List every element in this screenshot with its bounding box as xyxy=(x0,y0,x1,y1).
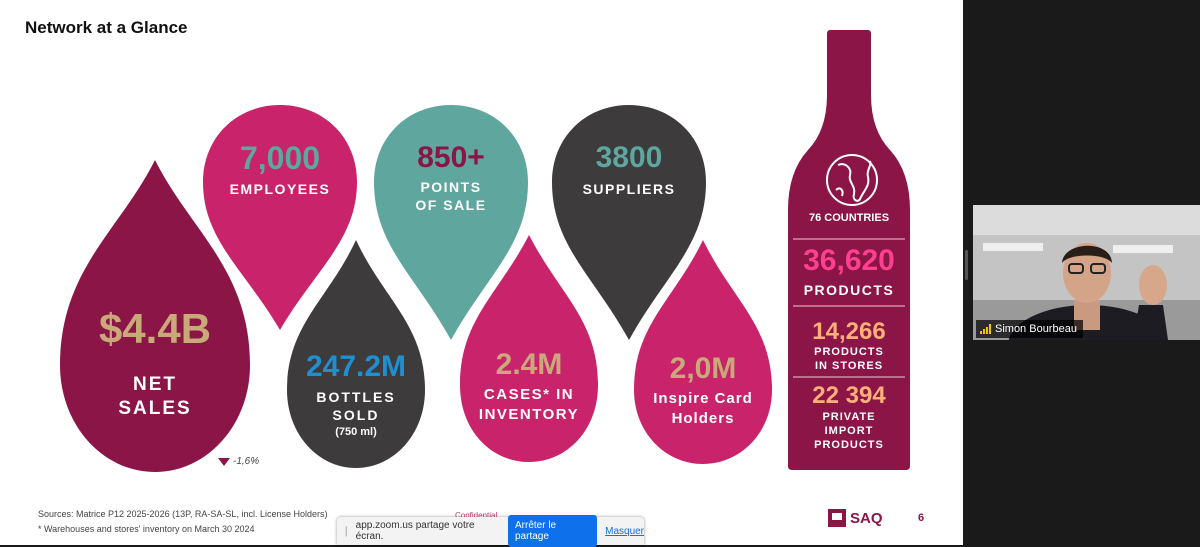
employees-value: 7,000 xyxy=(239,140,321,176)
inspire-drop xyxy=(634,240,772,464)
bottles-label-2: SOLD xyxy=(332,407,380,423)
points-of-sale-drop xyxy=(374,105,528,340)
slide-graphics xyxy=(60,30,910,472)
cases-label-2: INVENTORY xyxy=(478,406,580,423)
hide-link[interactable]: Masquer xyxy=(605,525,645,537)
screen-share-bar: ❘ app.zoom.us partage votre écran. Arrêt… xyxy=(337,515,645,547)
net-sales-label-1: NET xyxy=(133,374,177,395)
countries-label: 76 COUNTRIES xyxy=(808,212,890,224)
cases-value: 2.4M xyxy=(495,348,563,381)
inspire-value: 2,0M xyxy=(669,352,737,385)
bottles-label-3: (750 ml) xyxy=(335,426,377,438)
participant-name-bar: Simon Bourbeau xyxy=(976,320,1083,338)
suppliers-drop xyxy=(552,105,706,340)
sources-line-1: Sources: Matrice P12 2025-2026 (13P, RA-… xyxy=(38,509,328,519)
net-sales-change: -1,6% xyxy=(233,456,260,467)
stop-sharing-button[interactable]: Arrêter le partage xyxy=(507,515,598,547)
signal-strength-icon xyxy=(980,324,991,334)
inspire-label-2: Holders xyxy=(671,410,735,427)
suppliers-label: SUPPLIERS xyxy=(582,181,676,197)
share-message: app.zoom.us partage votre écran. xyxy=(355,520,475,542)
points-of-sale-value: 850+ xyxy=(417,141,485,174)
products-value: 36,620 xyxy=(803,244,895,277)
private-label-1: PRIVATE xyxy=(822,411,876,423)
inspire-label-1: Inspire Card xyxy=(653,390,753,407)
private-value: 22 394 xyxy=(812,382,886,409)
participant-name: Simon Bourbeau xyxy=(995,323,1077,335)
panel-resize-handle[interactable] xyxy=(965,250,968,280)
net-sales-value: $4.4B xyxy=(98,305,212,352)
sources-line-2: * Warehouses and stores' inventory on Ma… xyxy=(38,524,255,534)
employees-drop xyxy=(203,105,357,330)
suppliers-value: 3800 xyxy=(595,141,663,174)
saq-logo-text: SAQ xyxy=(850,509,883,527)
bottles-drop xyxy=(287,240,425,468)
bottles-label-1: BOTTLES xyxy=(316,389,396,405)
wine-bottle-shape xyxy=(788,30,910,470)
cases-drop xyxy=(460,235,598,462)
globe-icon xyxy=(826,154,878,206)
private-label-2: IMPORT xyxy=(824,425,874,437)
points-of-sale-label-1: POINTS xyxy=(420,179,482,195)
net-sales-label-2: SALES xyxy=(118,398,192,419)
bottles-value: 247.2M xyxy=(305,350,407,383)
stores-label-2: IN STORES xyxy=(814,360,884,372)
products-label: PRODUCTS xyxy=(803,282,895,298)
private-label-3: PRODUCTS xyxy=(814,439,884,451)
decrease-triangle-icon xyxy=(218,458,230,466)
drag-grip-icon[interactable]: ❘ xyxy=(342,525,351,537)
net-sales-drop xyxy=(60,160,250,472)
stores-value: 14,266 xyxy=(812,318,886,345)
employees-label: EMPLOYEES xyxy=(229,181,331,197)
sources-footnote: Sources: Matrice P12 2025-2026 (13P, RA-… xyxy=(38,507,327,537)
stores-label-1: PRODUCTS xyxy=(814,346,884,358)
confidential-label: Confidential xyxy=(455,511,498,520)
slide-title: Network at a Glance xyxy=(25,18,188,37)
points-of-sale-label-2: OF SALE xyxy=(415,197,487,213)
presentation-slide: Network at a Glance $4.4B NET SALES -1,6… xyxy=(0,0,963,545)
saq-logo: SAQ xyxy=(828,507,883,529)
saq-logo-icon xyxy=(828,509,846,527)
cases-label-1: CASES* IN xyxy=(483,386,575,403)
page-number: 6 xyxy=(918,512,925,524)
